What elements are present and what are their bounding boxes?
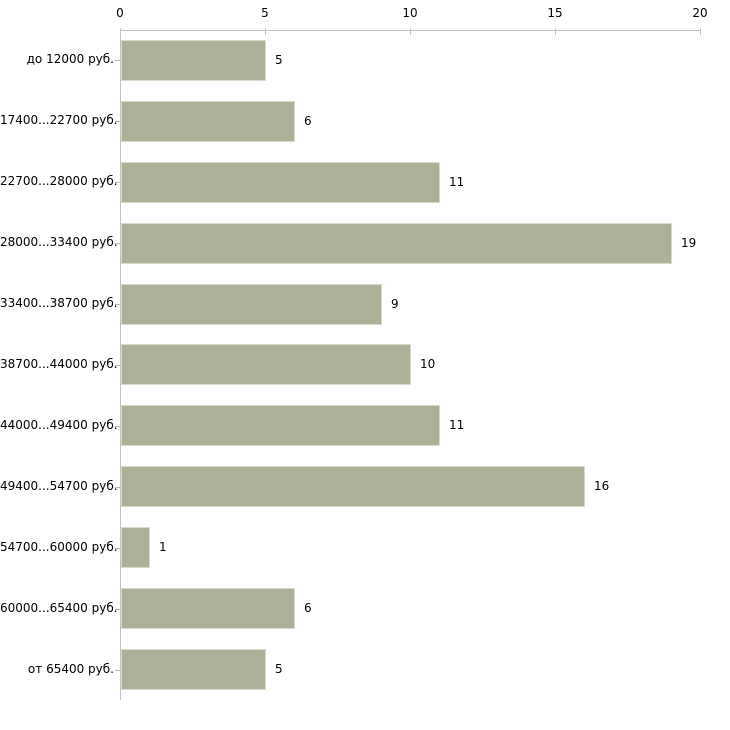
category-label: 44000...49400 руб. xyxy=(0,418,118,432)
bar xyxy=(121,649,266,690)
x-axis-tick xyxy=(265,28,266,35)
x-axis-tick xyxy=(700,28,701,35)
category-label: 33400...38700 руб. xyxy=(0,296,118,310)
bar-row: 11 xyxy=(121,162,700,203)
bar-value-label: 16 xyxy=(594,479,610,493)
y-axis-tick xyxy=(115,182,120,183)
bar xyxy=(121,527,150,568)
bar-row: 10 xyxy=(121,344,700,385)
y-axis-tick xyxy=(115,365,120,366)
x-axis-tick xyxy=(120,28,121,35)
bar-row: 1 xyxy=(121,527,700,568)
y-axis-line xyxy=(120,30,121,700)
y-axis-tick xyxy=(115,121,120,122)
category-label: от 65400 руб. xyxy=(27,662,114,676)
bar xyxy=(121,223,672,264)
bar-value-label: 6 xyxy=(304,114,312,128)
bar xyxy=(121,344,411,385)
bar xyxy=(121,405,440,446)
bar-row: 19 xyxy=(121,223,700,264)
x-axis-tick xyxy=(555,28,556,35)
bar-value-label: 10 xyxy=(420,357,436,371)
category-label: до 12000 руб. xyxy=(26,52,114,66)
bar-row: 5 xyxy=(121,649,700,690)
bar-row: 16 xyxy=(121,466,700,507)
category-label: 38700...44000 руб. xyxy=(0,357,118,371)
bar xyxy=(121,466,585,507)
y-axis-tick xyxy=(115,548,120,549)
x-axis-tick-label: 0 xyxy=(116,6,124,20)
category-label: 28000...33400 руб. xyxy=(0,235,118,249)
bar-value-label: 5 xyxy=(275,53,283,67)
bar-value-label: 5 xyxy=(275,662,283,676)
x-axis-tick-label: 20 xyxy=(692,6,708,20)
bar-value-label: 19 xyxy=(681,236,697,250)
bar xyxy=(121,40,266,81)
bar-row: 6 xyxy=(121,101,700,142)
y-axis-tick xyxy=(115,426,120,427)
plot-area: 0 5 10 15 20 5 6 11 19 9 10 11 16 1 6 5 xyxy=(115,6,708,700)
y-axis-tick xyxy=(115,243,120,244)
bar xyxy=(121,588,295,629)
bar-value-label: 6 xyxy=(304,601,312,615)
y-axis-tick xyxy=(115,304,120,305)
bar xyxy=(121,284,382,325)
category-label: 60000...65400 руб. xyxy=(0,601,118,615)
x-axis-tick-label: 5 xyxy=(261,6,269,20)
y-axis-tick xyxy=(115,609,120,610)
y-axis-tick xyxy=(115,487,120,488)
bar-row: 5 xyxy=(121,40,700,81)
x-axis-tick-label: 15 xyxy=(547,6,563,20)
category-label: 17400...22700 руб. xyxy=(0,113,118,127)
category-label: 22700...28000 руб. xyxy=(0,174,118,188)
bar-row: 11 xyxy=(121,405,700,446)
bar-value-label: 1 xyxy=(159,540,167,554)
bar-row: 9 xyxy=(121,284,700,325)
category-label: 49400...54700 руб. xyxy=(0,479,118,493)
bar-value-label: 11 xyxy=(449,175,465,189)
x-axis-tick xyxy=(410,28,411,35)
y-axis-tick xyxy=(115,670,120,671)
x-axis-tick-label: 10 xyxy=(402,6,418,20)
bar-value-label: 9 xyxy=(391,297,399,311)
bar xyxy=(121,162,440,203)
bar xyxy=(121,101,295,142)
bar-row: 6 xyxy=(121,588,700,629)
bar-value-label: 11 xyxy=(449,418,465,432)
y-axis-tick xyxy=(115,60,120,61)
category-label: 54700...60000 руб. xyxy=(0,540,118,554)
